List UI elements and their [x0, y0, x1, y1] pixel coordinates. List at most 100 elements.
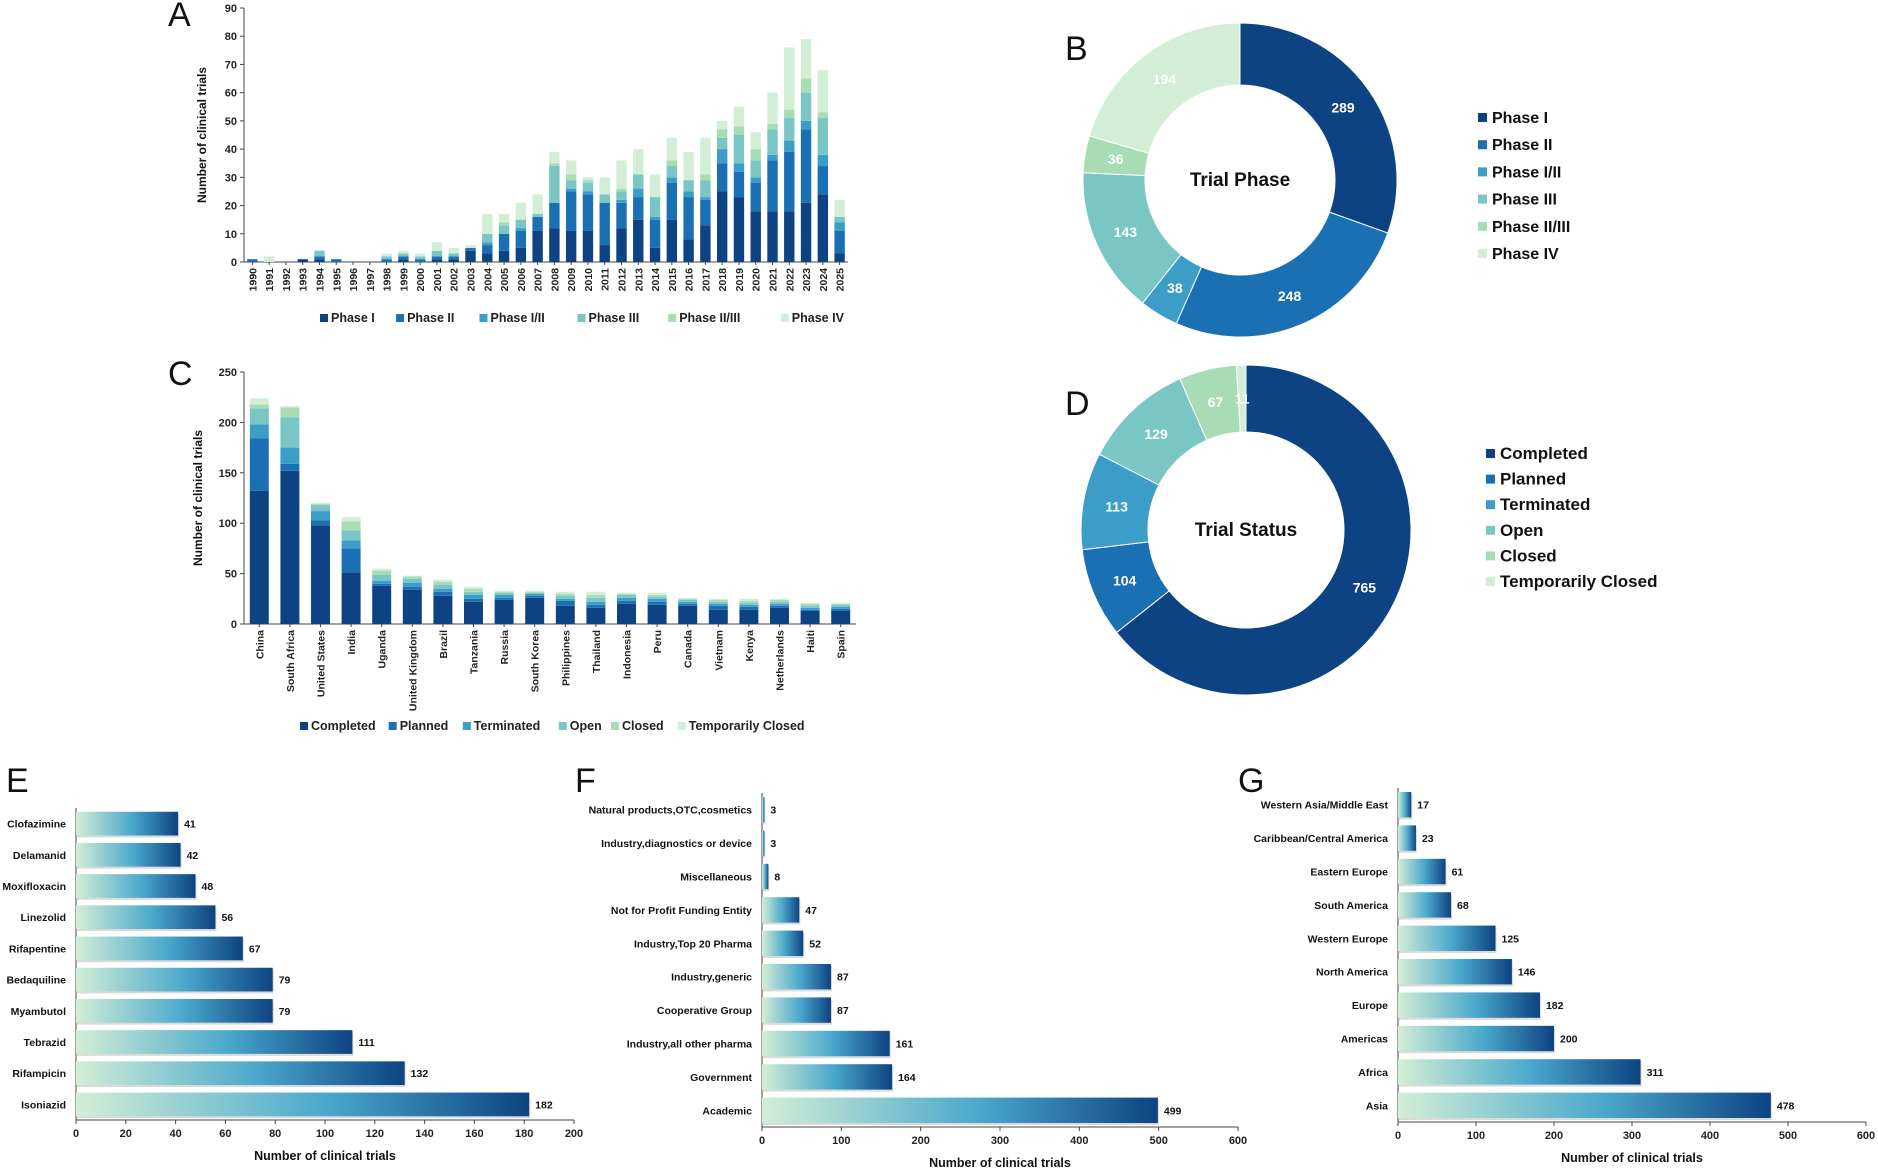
bar-2024-phase-i — [817, 194, 829, 262]
bar-uganda-temporarily-closed — [372, 568, 392, 571]
bar-2024-phase-iv — [817, 70, 829, 113]
bar-2013-phase-i — [633, 219, 644, 262]
x-tick-label: 1992 — [281, 268, 293, 292]
value-label-not-for-profit-funding-entity: 47 — [805, 905, 817, 917]
slice-value-closed: 67 — [1208, 394, 1224, 410]
legend-label-closed: Closed — [622, 719, 664, 733]
bar-2015-phase-i-ii — [666, 177, 678, 183]
bar-kenya-temporarily-closed — [739, 598, 759, 601]
bar-united-kingdom-planned — [402, 586, 422, 590]
bar-netherlands-planned — [770, 605, 789, 608]
bar-south-korea-completed — [525, 597, 545, 624]
bar-india-temporarily-closed — [341, 517, 361, 522]
legend-label-temporarily-closed: Temporarily Closed — [1500, 572, 1657, 591]
bar-2007-phase-i — [532, 230, 543, 262]
x-tick-label: 60 — [219, 1128, 231, 1140]
bar-2009-phase-i — [565, 230, 577, 262]
x-tick-label: United Kingdom — [407, 630, 419, 711]
legend-swatch-phase-ii-iii — [668, 314, 677, 322]
bar-2018-phase-i — [716, 191, 728, 262]
bar-2015-phase-ii — [666, 182, 678, 220]
x-tick-label: 2002 — [449, 268, 461, 292]
bar-thailand-closed — [586, 594, 606, 598]
bar-united-kingdom-open — [402, 578, 422, 583]
bar-myambutol — [76, 998, 273, 1023]
bar-2010-phase-ii-iii — [582, 180, 594, 183]
bar-india-closed — [341, 521, 361, 531]
x-tick-label: Netherlands — [775, 630, 787, 691]
bar-netherlands-temporarily-closed — [770, 598, 789, 600]
legend-swatch-phase-ii — [396, 314, 405, 322]
bar-2004-phase-i — [482, 253, 493, 262]
bar-south-korea-temporarily-closed — [525, 590, 545, 592]
bar-1999-phase-ii — [398, 256, 409, 260]
x-tick-label: 2024 — [818, 268, 830, 292]
bar-2017-phase-iii — [700, 180, 711, 198]
bar-2009-phase-i-ii — [565, 188, 577, 192]
x-tick-label: 1993 — [298, 268, 310, 292]
bar-2010-phase-i — [582, 230, 594, 262]
value-label-industry-top-20-pharma: 52 — [809, 938, 821, 950]
bar-2009-phase-ii-iii — [565, 174, 577, 181]
value-label-africa: 311 — [1647, 1067, 1664, 1079]
bar-2002-phase-iii — [448, 253, 459, 257]
value-label-tebrazid: 111 — [358, 1037, 375, 1049]
category-label-academic: Academic — [702, 1105, 752, 1117]
value-label-americas: 200 — [1560, 1034, 1578, 1046]
x-tick-label: 2023 — [801, 268, 813, 292]
bar-eastern-europe — [1398, 858, 1446, 885]
category-label-linezolid: Linezolid — [21, 912, 67, 924]
slice-value-terminated: 113 — [1105, 499, 1128, 515]
bar-canada-open — [678, 599, 698, 602]
bar-2024-phase-ii-iii — [817, 112, 829, 119]
category-label-south-america: South America — [1314, 900, 1388, 912]
x-tick-label: 160 — [465, 1128, 483, 1140]
legend-swatch-phase-ii — [1478, 140, 1487, 150]
panel-label-d: D — [1065, 385, 1090, 423]
x-tick-label: Indonesia — [622, 630, 634, 679]
bar-united-states-completed — [311, 525, 330, 624]
bar-indonesia-temporarily-closed — [617, 592, 636, 594]
x-tick-label: Haiti — [805, 630, 817, 653]
bar-2019-phase-iv — [733, 106, 745, 127]
x-tick-label: 200 — [565, 1128, 583, 1140]
bar-kenya-open — [739, 602, 759, 605]
value-label-miscellaneous: 8 — [774, 872, 780, 884]
slice-phase-iv — [1088, 22, 1241, 154]
bar-2013-phase-ii — [633, 197, 644, 220]
bar-netherlands-terminated — [770, 603, 789, 606]
x-tick-label: 2007 — [533, 268, 545, 292]
bar-2006-phase-ii — [515, 230, 527, 248]
panel-label-e: E — [6, 762, 29, 800]
bar-brazil-terminated — [433, 588, 453, 592]
x-tick-label: 2001 — [432, 268, 444, 292]
bar-netherlands-open — [770, 601, 789, 604]
bar-2019-phase-i — [733, 197, 745, 262]
bar-2021-phase-ii-iii — [767, 123, 778, 130]
bar-rifampicin — [76, 1061, 405, 1086]
bar-brazil-open — [433, 584, 453, 589]
bar-haiti-completed — [800, 610, 820, 624]
bar-industry-generic — [762, 964, 832, 990]
bar-south-korea-terminated — [525, 593, 545, 596]
value-label-linezolid: 56 — [221, 912, 233, 924]
bar-south-africa-planned — [280, 463, 300, 471]
bar-2000-phase-ii — [414, 259, 426, 262]
legend-label-phase-iii: Phase III — [1492, 192, 1557, 209]
bar-canada-closed — [678, 598, 698, 600]
bar-uganda-closed — [372, 570, 392, 575]
legend-swatch-terminated — [1486, 500, 1495, 510]
bar-vietnam-planned — [708, 605, 728, 610]
bar-2000-phase-iv — [414, 253, 426, 257]
value-label-moxifloxacin: 48 — [202, 881, 214, 893]
bar-united-states-closed — [311, 504, 330, 506]
bar-kenya-completed — [739, 609, 759, 624]
legend-label-completed: Completed — [1500, 444, 1588, 463]
x-tick-label: 1990 — [247, 268, 259, 292]
panel-label-f: F — [575, 762, 596, 800]
bar-2015-phase-i — [666, 219, 678, 262]
bar-russia-temporarily-closed — [494, 590, 514, 592]
category-label-north-america: North America — [1316, 967, 1388, 979]
x-tick-label: South Africa — [285, 630, 297, 692]
